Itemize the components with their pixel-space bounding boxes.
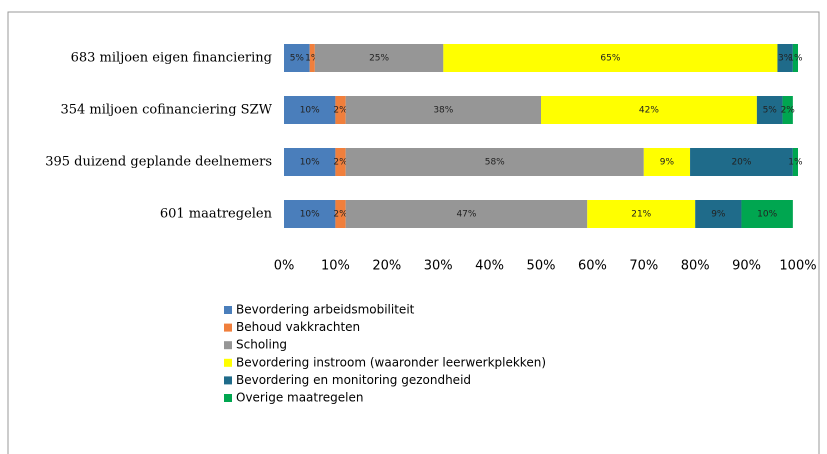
bar-segment bbox=[587, 200, 696, 228]
x-tick-label: 90% bbox=[732, 259, 761, 274]
data-label: 47% bbox=[456, 210, 476, 220]
data-label: 1% bbox=[305, 54, 320, 64]
data-label: 2% bbox=[781, 106, 796, 116]
bar-segment bbox=[345, 148, 644, 176]
bar-segment bbox=[690, 148, 793, 176]
legend-label: Scholing bbox=[236, 338, 287, 352]
x-tick-label: 100% bbox=[779, 259, 816, 274]
bar-segment bbox=[284, 148, 336, 176]
data-label: 10% bbox=[757, 210, 777, 220]
legend-label: Bevordering instroom (waaronder leerwerk… bbox=[236, 355, 546, 369]
category-label: 395 duizend geplande deelnemers bbox=[45, 155, 272, 170]
data-label: 10% bbox=[300, 210, 320, 220]
bar-segment bbox=[309, 44, 315, 72]
bar-segment bbox=[284, 200, 336, 228]
category-label: 354 miljoen cofinanciering SZW bbox=[60, 103, 272, 118]
x-tick-label: 80% bbox=[681, 259, 710, 274]
bar-segment bbox=[284, 96, 336, 124]
data-label: 1% bbox=[788, 54, 803, 64]
bar-segment bbox=[314, 44, 444, 72]
bar-segment bbox=[782, 96, 793, 124]
legend-label: Overige maatregelen bbox=[236, 391, 364, 405]
category-label: 601 maatregelen bbox=[160, 207, 273, 222]
data-label: 5% bbox=[763, 106, 778, 116]
legend-swatch bbox=[224, 394, 232, 402]
category-label: 683 miljoen eigen financiering bbox=[71, 51, 272, 66]
bar-segment bbox=[345, 200, 588, 228]
data-label: 21% bbox=[631, 210, 651, 220]
data-label: 9% bbox=[660, 158, 675, 168]
data-label: 38% bbox=[433, 106, 453, 116]
legend-label: Behoud vakkrachten bbox=[236, 320, 360, 334]
x-tick-label: 20% bbox=[372, 259, 401, 274]
data-label: 10% bbox=[300, 106, 320, 116]
bar-segment bbox=[284, 44, 310, 72]
bar-segment bbox=[345, 96, 541, 124]
bar-segment bbox=[756, 96, 783, 124]
x-tick-label: 70% bbox=[629, 259, 658, 274]
data-label: 3% bbox=[778, 54, 793, 64]
legend-swatch bbox=[224, 341, 232, 350]
bar-segment bbox=[792, 148, 798, 176]
data-label: 20% bbox=[731, 158, 751, 168]
x-tick-label: 60% bbox=[578, 259, 607, 274]
data-label: 2% bbox=[333, 158, 348, 168]
bar-segment bbox=[777, 44, 793, 72]
data-label: 10% bbox=[300, 158, 320, 168]
bar-segment bbox=[643, 148, 691, 176]
data-label: 9% bbox=[711, 210, 726, 220]
legend-label: Bevordering en monitoring gezondheid bbox=[236, 373, 471, 387]
data-label: 1% bbox=[788, 158, 803, 168]
bar-segment bbox=[335, 200, 346, 228]
x-tick-label: 40% bbox=[475, 259, 504, 274]
bar-segment bbox=[335, 148, 346, 176]
bar-segment bbox=[335, 96, 346, 124]
bar-segment bbox=[443, 44, 778, 72]
bar-segment bbox=[741, 200, 793, 228]
data-label: 58% bbox=[485, 158, 505, 168]
legend-swatch bbox=[224, 376, 232, 385]
bar-segment bbox=[792, 44, 798, 72]
data-label: 42% bbox=[639, 106, 659, 116]
data-label: 2% bbox=[333, 106, 348, 116]
x-tick-label: 50% bbox=[527, 259, 556, 274]
legend-label: Bevordering arbeidsmobiliteit bbox=[236, 303, 415, 317]
x-tick-label: 0% bbox=[274, 259, 295, 274]
legend-swatch bbox=[224, 323, 232, 332]
frame bbox=[7, 11, 820, 454]
bar-segment bbox=[695, 200, 742, 228]
x-tick-label: 30% bbox=[424, 259, 453, 274]
x-tick-label: 10% bbox=[321, 259, 350, 274]
data-label: 25% bbox=[369, 54, 389, 64]
legend-swatch bbox=[224, 358, 232, 367]
data-label: 2% bbox=[333, 210, 348, 220]
legend-swatch bbox=[224, 306, 232, 314]
bar-segment bbox=[541, 96, 757, 124]
data-label: 65% bbox=[600, 54, 620, 64]
data-label: 5% bbox=[290, 54, 305, 64]
